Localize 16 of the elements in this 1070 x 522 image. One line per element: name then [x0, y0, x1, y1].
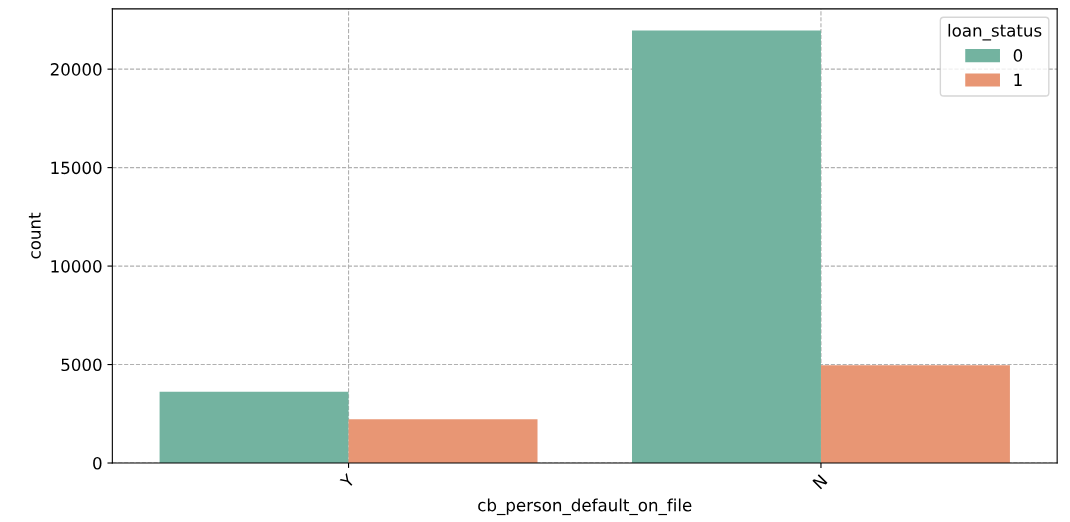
x-axis-title: cb_person_default_on_file [478, 498, 692, 516]
y-tick-label: 10000 [51, 260, 102, 273]
legend-label: 1 [1014, 73, 1022, 86]
y-tick-label: 0 [93, 456, 102, 470]
bar [348, 419, 538, 464]
y-tick-label: 20000 [50, 63, 102, 76]
x-tick-label: N [812, 474, 828, 490]
bar [820, 365, 1010, 464]
legend-title: loan_status [948, 23, 1042, 41]
y-tick-label: 5000 [61, 358, 102, 372]
y-axis-title: count [28, 212, 41, 259]
y-tick-label: 15000 [51, 161, 102, 175]
bar [632, 30, 821, 464]
x-tick-label: Y [339, 473, 356, 489]
bar [159, 391, 349, 464]
legend-label: 0 [1013, 49, 1023, 62]
